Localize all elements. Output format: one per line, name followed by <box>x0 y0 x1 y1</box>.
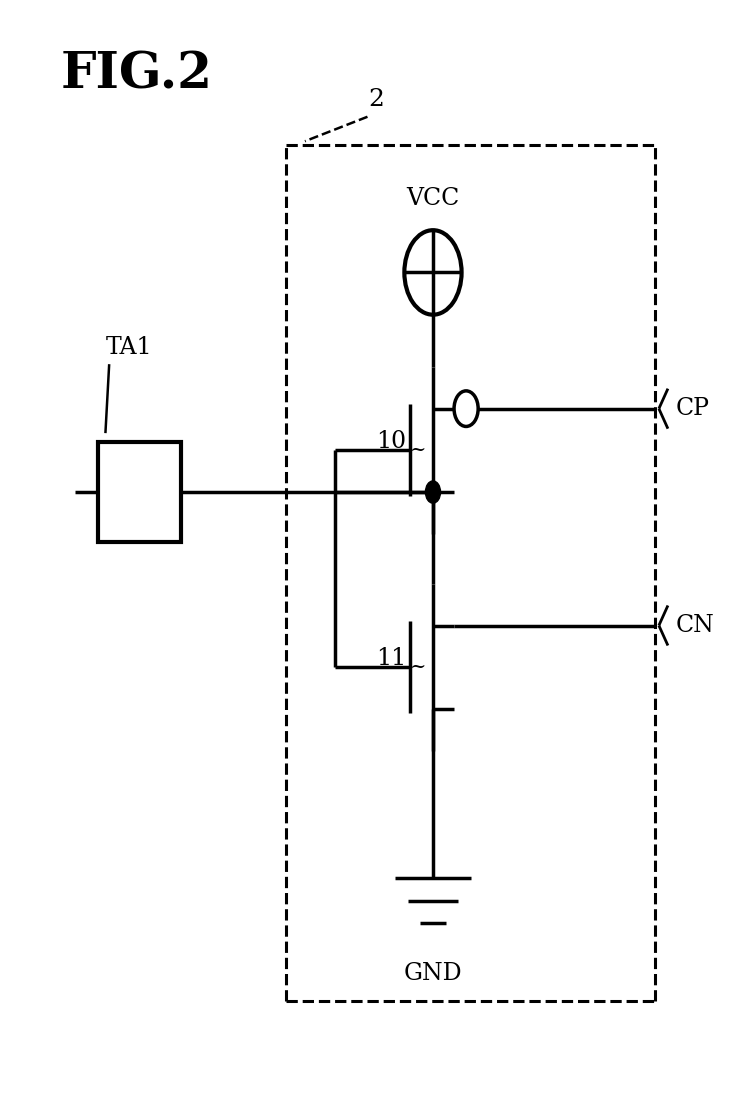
Text: TA1: TA1 <box>105 336 152 358</box>
Bar <box>98 443 181 543</box>
Text: CP: CP <box>675 397 709 420</box>
Text: GND: GND <box>404 962 462 985</box>
Text: 11: 11 <box>376 647 407 669</box>
Text: 10: 10 <box>376 430 407 453</box>
Text: ~: ~ <box>410 441 426 459</box>
Text: CN: CN <box>675 614 714 637</box>
Text: ~: ~ <box>410 658 426 676</box>
Circle shape <box>425 480 441 503</box>
Text: FIG.2: FIG.2 <box>60 50 212 99</box>
Text: 2: 2 <box>368 88 385 111</box>
Text: VCC: VCC <box>407 187 459 210</box>
